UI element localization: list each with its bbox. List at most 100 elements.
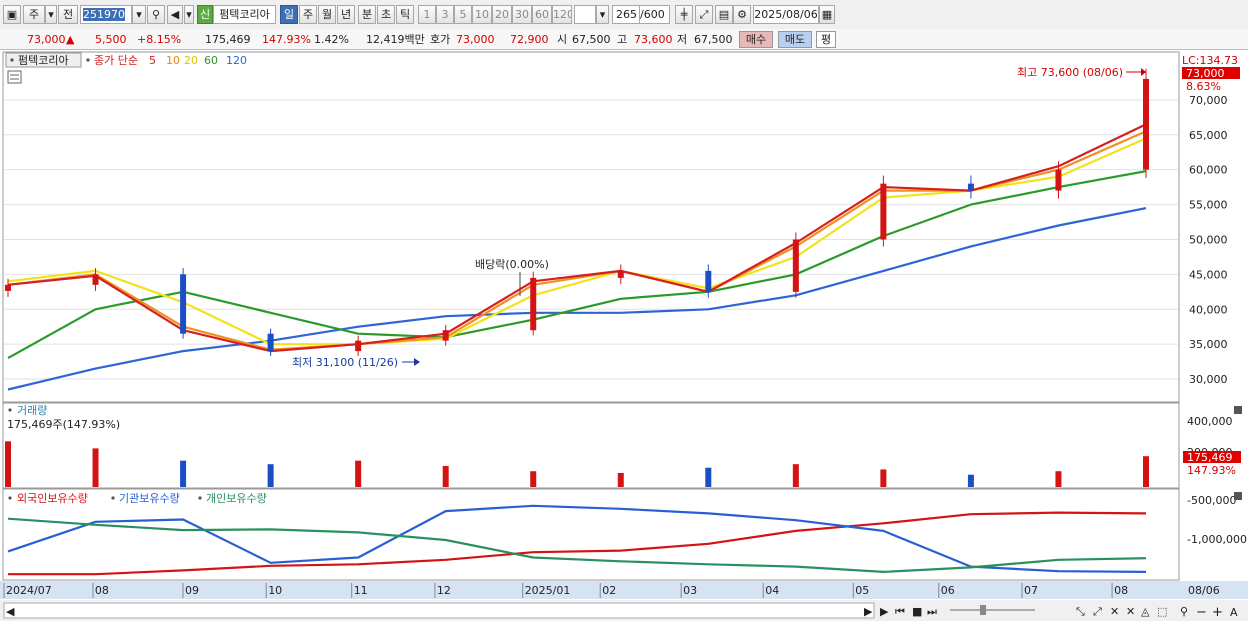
quote-bar <box>0 29 1248 50</box>
interval-button[interactable]: 3 <box>436 5 454 24</box>
price-tick-label: 30,000 <box>1189 373 1228 386</box>
candle-type-icon[interactable]: ╪ <box>675 5 693 24</box>
ask-price: 73,000 <box>456 33 495 46</box>
zoom-icon[interactable]: ⚲ <box>1180 605 1188 618</box>
fast-forward-icon[interactable]: ⏭ <box>927 605 937 618</box>
interval-button[interactable]: 1 <box>418 5 436 24</box>
candle-body <box>617 270 624 278</box>
volume-panel-frame <box>2 402 1180 489</box>
volume-panel-close-icon[interactable] <box>1234 406 1242 414</box>
scroll-left-icon[interactable]: ◀ <box>6 605 15 618</box>
candle-body <box>880 183 887 240</box>
legend-ma-title: 종가 단순 <box>94 54 138 67</box>
grid <box>4 99 1178 380</box>
zoom-slider-handle[interactable] <box>980 605 986 615</box>
tool-icon[interactable]: ⬚ <box>1157 605 1167 618</box>
moving-average-lines <box>7 123 1147 391</box>
legend-bullet-icon <box>111 496 115 500</box>
stock-code-input[interactable]: 251970 <box>80 5 132 24</box>
trend-tool-icon[interactable]: ⤢ <box>695 5 713 24</box>
stop-icon[interactable]: ■ <box>912 605 922 618</box>
legend-ma-120: 120 <box>226 54 247 67</box>
tab-main[interactable]: 주 <box>23 5 45 24</box>
period-year-button[interactable]: 년 <box>337 5 355 24</box>
legend-bullet-icon <box>10 58 14 62</box>
horizontal-scrollbar[interactable] <box>3 602 875 619</box>
code-dropdown-chevron-icon[interactable]: ▾ <box>132 5 146 24</box>
period-second-button[interactable]: 초 <box>377 5 395 24</box>
play-icon[interactable]: ▶ <box>880 605 889 618</box>
zoom-out-icon[interactable]: − <box>1196 605 1207 620</box>
calculator-icon[interactable] <box>7 70 22 84</box>
price-tick-label: 70,000 <box>1189 94 1228 107</box>
holding-panel-close-icon[interactable] <box>1234 492 1242 500</box>
volume-tag-bg <box>1183 451 1241 463</box>
volume-legend-bullet-icon <box>8 408 12 412</box>
period-week-button[interactable]: 주 <box>299 5 317 24</box>
toolbar: ▣ 주 ▾ 전 251970 ▾ ⚲ ◀ ▾ 신 펌텍코리아 일 주 월 년 분… <box>0 0 1248 30</box>
bid-price: 72,900 <box>510 33 549 46</box>
ma-line-60 <box>7 170 1147 360</box>
interval-button[interactable]: 120 <box>552 5 572 24</box>
period-month-button[interactable]: 월 <box>318 5 336 24</box>
x-axis-label: 2025/01 <box>525 584 571 597</box>
eval-button[interactable]: 평 <box>816 31 836 48</box>
up-triangle-icon: ▲ <box>66 33 75 46</box>
tool-icon[interactable]: ◬ <box>1141 605 1150 618</box>
tool-icon[interactable]: ⤢ <box>1093 605 1102 618</box>
tool-icon[interactable]: ✕ <box>1110 605 1119 618</box>
interval-button[interactable]: 5 <box>454 5 472 24</box>
volume-bar <box>267 464 274 487</box>
trade-amount: 12,419백만 <box>366 33 425 46</box>
tool-icon[interactable]: ✕ <box>1126 605 1135 618</box>
interval-button[interactable]: 10 <box>472 5 492 24</box>
open-label: 시 <box>557 33 568 46</box>
speaker-icon[interactable]: ◀ <box>167 5 183 24</box>
open-price: 67,500 <box>572 33 611 46</box>
save-icon[interactable]: ▤ <box>715 5 733 24</box>
rewind-icon[interactable]: ⏮ <box>895 605 905 618</box>
speaker-dropdown-icon[interactable]: ▾ <box>184 5 194 24</box>
zoom-in-icon[interactable]: + <box>1212 605 1223 620</box>
candle-body <box>967 183 974 191</box>
interval-button[interactable]: 30 <box>512 5 532 24</box>
window-icon[interactable]: ▣ <box>3 5 21 24</box>
x-axis-label: 10 <box>268 584 282 597</box>
interval-custom-input[interactable] <box>574 5 596 24</box>
new-badge: 신 <box>197 5 213 24</box>
volume-bar <box>617 472 624 487</box>
count-max: /600 <box>640 5 670 24</box>
x-axis-label: 04 <box>765 584 779 597</box>
gear-icon[interactable]: ⚙ <box>733 5 751 24</box>
interval-dropdown-icon[interactable]: ▾ <box>596 5 609 24</box>
interval-button[interactable]: 60 <box>532 5 552 24</box>
stock-code-value: 251970 <box>83 8 125 21</box>
period-day-button[interactable]: 일 <box>280 5 298 24</box>
chevron-down-icon[interactable]: ▾ <box>45 5 57 24</box>
interval-button[interactable]: 20 <box>492 5 512 24</box>
volume-bars <box>5 441 1149 487</box>
volume-pct-tag: 147.93% <box>1187 464 1236 477</box>
stock-chart: 펌텍코리아 종가 단순 5 10 20 60 120 70,000 65,000 6… <box>0 50 1248 621</box>
calendar-icon[interactable]: ▦ <box>819 5 835 24</box>
date-input[interactable]: 2025/08/06 <box>753 5 819 24</box>
buy-button[interactable]: 매수 <box>739 31 773 48</box>
sell-button[interactable]: 매도 <box>778 31 812 48</box>
tab-all[interactable]: 전 <box>58 5 78 24</box>
price-tick-label: 65,000 <box>1189 129 1228 142</box>
count-input[interactable]: 265 <box>612 5 640 24</box>
period-tick-button[interactable]: 틱 <box>396 5 414 24</box>
scroll-right-icon[interactable]: ▶ <box>864 605 873 618</box>
holding-lines <box>7 504 1147 576</box>
legend-bullet-icon <box>8 496 12 500</box>
low-annotation: 최저 31,100 (11/26) <box>292 356 398 369</box>
volume-tick: 400,000 <box>1187 415 1233 428</box>
font-size-icon[interactable]: A <box>1230 606 1238 619</box>
legend-ma-60: 60 <box>204 54 218 67</box>
x-axis-label: 11 <box>354 584 368 597</box>
search-icon[interactable]: ⚲ <box>147 5 165 24</box>
tool-icon[interactable]: ⤡ <box>1076 605 1085 618</box>
low-label: 저 <box>677 33 688 46</box>
period-minute-button[interactable]: 분 <box>358 5 376 24</box>
price-tick-label: 55,000 <box>1189 199 1228 212</box>
